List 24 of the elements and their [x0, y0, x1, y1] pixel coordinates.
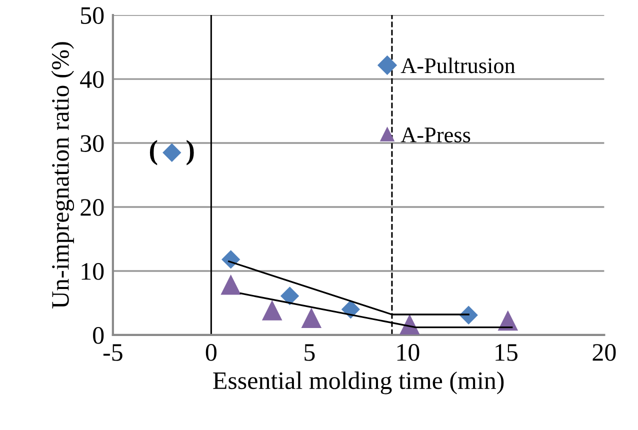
x-tick-label: 20 [592, 344, 616, 361]
y-tick-label: 30 [80, 135, 104, 152]
y-tick-label: 0 [93, 327, 104, 344]
x-tick-label: 15 [496, 344, 518, 361]
x-tick-label: 0 [206, 344, 216, 361]
point [302, 308, 322, 328]
y-tick-label: 20 [80, 199, 104, 216]
point [162, 144, 181, 162]
point [221, 275, 241, 295]
y-tick-label: 10 [82, 263, 104, 280]
x-axis-title: Essential molding time (min) [213, 372, 504, 394]
x-tick-label: 5 [304, 344, 315, 361]
y-axis-title: Un-impregnation ratio (%) [51, 42, 74, 308]
x-tick-label: 10 [397, 344, 420, 361]
point [262, 300, 282, 320]
annotation: ( ) [150, 140, 194, 166]
point [222, 250, 240, 269]
point [280, 286, 299, 305]
y-tick-label: 40 [80, 71, 104, 88]
point [342, 300, 360, 318]
y-tick-label: 50 [81, 7, 104, 24]
legend-label: A-Pultrusion [400, 58, 516, 74]
legend-label: A-Press [400, 128, 470, 142]
x-tick-label: -5 [103, 344, 122, 361]
